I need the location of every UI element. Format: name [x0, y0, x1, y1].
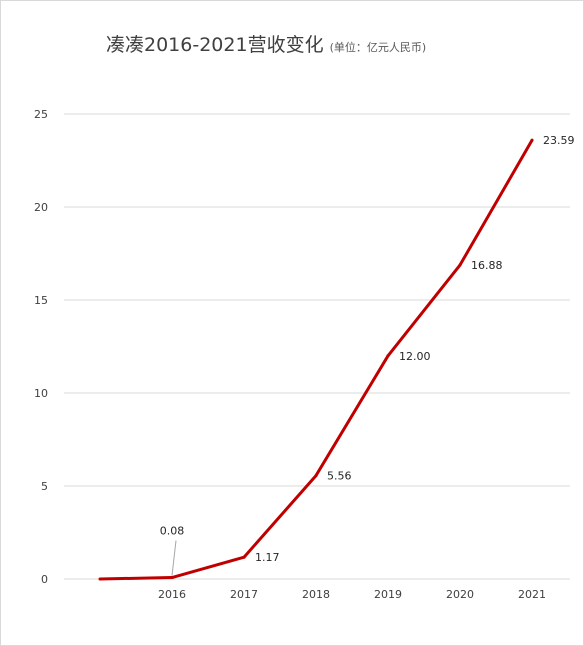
data-point-2020: [458, 263, 462, 267]
x-tick-label: 2019: [374, 588, 402, 601]
x-tick-label: 2021: [518, 588, 546, 601]
y-tick-label: 25: [34, 108, 48, 121]
x-tick-label: 2020: [446, 588, 474, 601]
data-label: 16.88: [471, 259, 503, 272]
series-group: [98, 138, 534, 581]
data-point-2021: [530, 138, 534, 142]
chart-title: 凑凑2016-2021营收变化: [106, 34, 324, 56]
x-tick-label: 2016: [158, 588, 186, 601]
y-axis: 0 5 10 15 20 25: [34, 108, 48, 586]
series-line: [98, 138, 534, 581]
y-tick-label: 10: [34, 387, 48, 400]
gridlines: [64, 113, 570, 580]
data-point-2019: [386, 354, 390, 358]
data-label: 23.59: [543, 134, 575, 147]
y-tick-label: 0: [41, 573, 48, 586]
chart-title-block: 凑凑2016-2021营收变化 (单位：亿元人民币): [106, 30, 426, 57]
data-point-2018: [314, 474, 318, 478]
y-tick-label: 20: [34, 201, 48, 214]
y-tick-label: 5: [41, 480, 48, 493]
data-label: 0.08: [160, 525, 185, 538]
data-labels: 0.08 1.17 5.56 12.00 16.88 23.59: [160, 134, 575, 576]
data-label: 12.00: [399, 350, 431, 363]
data-point-2017: [242, 555, 246, 559]
x-tick-label: 2017: [230, 588, 258, 601]
data-label: 1.17: [255, 551, 280, 564]
data-point-2016: [170, 576, 174, 580]
chart-subtitle: (单位：亿元人民币): [329, 41, 427, 54]
x-tick-label: 2018: [302, 588, 330, 601]
data-label: 5.56: [327, 470, 352, 483]
x-axis: 2016 2017 2018 2019 2020 2021: [158, 588, 546, 601]
y-tick-label: 15: [34, 294, 48, 307]
leader-line: [171, 540, 177, 576]
